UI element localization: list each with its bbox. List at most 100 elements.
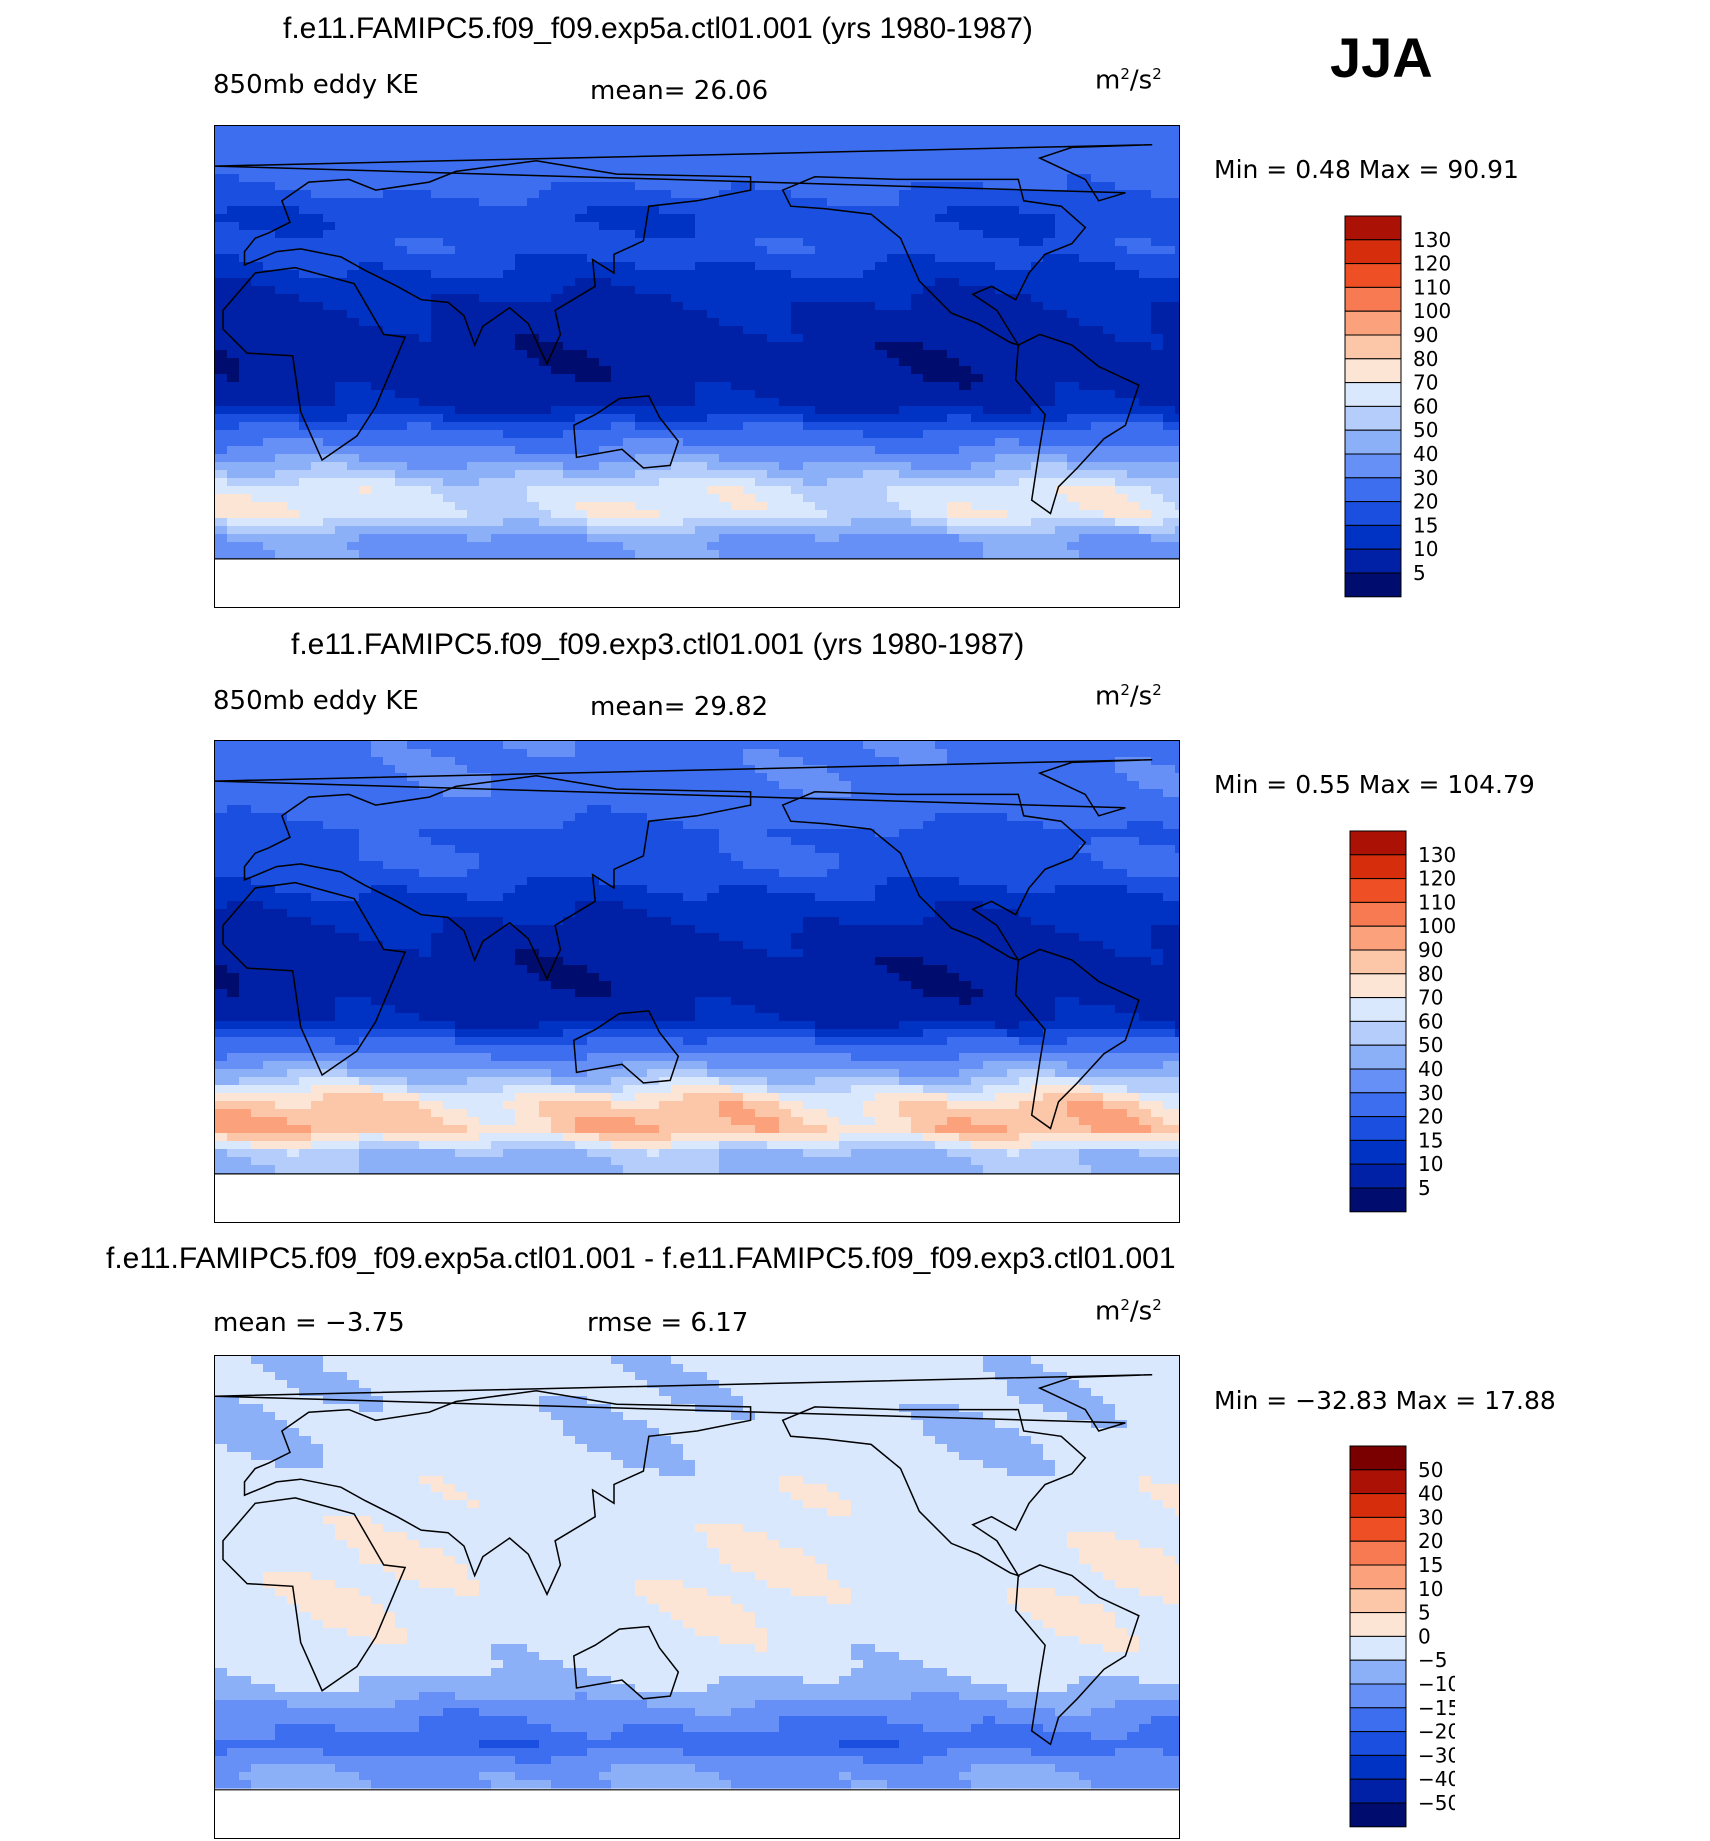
map-1-cell: [887, 462, 900, 471]
map-1-cell: [323, 278, 336, 287]
map-1-cell: [467, 350, 480, 359]
map-1-cell: [815, 326, 828, 335]
map-1-cell: [575, 286, 588, 295]
map-1-cell: [851, 510, 864, 519]
map-2-cell: [395, 757, 408, 766]
map-1-cell: [383, 310, 396, 319]
map-1-cell: [467, 390, 480, 399]
map-1-cell: [599, 422, 612, 431]
map-1-cell: [1019, 230, 1032, 239]
map-2-cell: [719, 741, 732, 750]
map-1-cell: [875, 158, 888, 167]
map-1-cell: [1031, 486, 1044, 495]
map-1-cell: [623, 326, 636, 335]
map-1-cell: [563, 270, 576, 279]
map-1-cell: [215, 470, 228, 479]
map-1-cell: [407, 446, 420, 455]
map-1-cell: [335, 550, 348, 559]
map-1-cell: [407, 430, 420, 439]
map-1-cell: [1043, 430, 1056, 439]
map-1-cell: [455, 286, 468, 295]
colorbar-1-swatch: [1344, 405, 1402, 431]
map-1-cell: [695, 366, 708, 375]
map-2-cell: [815, 757, 828, 766]
map-1-cell: [263, 126, 276, 135]
map-1-cell: [719, 230, 732, 239]
map-2-cell: [395, 789, 408, 798]
map-1-cell: [239, 310, 252, 319]
map-1-cell: [791, 278, 804, 287]
map-1-cell: [707, 542, 720, 551]
map-1-cell: [215, 494, 228, 503]
map-1-cell: [311, 382, 324, 391]
map-1-cell: [227, 534, 240, 543]
map-2-cell: [263, 741, 276, 750]
map-1-cell: [839, 134, 852, 143]
map-1-cell: [251, 342, 264, 351]
map-1-cell: [443, 366, 456, 375]
map-2-cell: [323, 781, 336, 790]
map-1-cell: [515, 334, 528, 343]
map-1-cell: [335, 510, 348, 519]
map-2-cell: [935, 781, 948, 790]
map-1-cell: [875, 382, 888, 391]
map-1-cell: [1151, 502, 1164, 511]
map-1-cell: [479, 222, 492, 231]
map-1-cell: [347, 270, 360, 279]
map-1-cell: [215, 350, 228, 359]
map-1-cell: [683, 302, 696, 311]
map-1-cell: [1079, 406, 1092, 415]
map-1-cell: [611, 182, 624, 191]
map-2-cell: [923, 765, 936, 774]
map-1-cell: [347, 278, 360, 287]
map-2-cell: [863, 765, 876, 774]
map-2-cell: [659, 749, 672, 758]
map-1-cell: [371, 486, 384, 495]
map-1-cell: [515, 422, 528, 431]
map-2-cell: [515, 781, 528, 790]
map-2-cell: [647, 757, 660, 766]
map-1-cell: [491, 534, 504, 543]
map-1-cell: [563, 158, 576, 167]
map-1-cell: [623, 334, 636, 343]
map-1-cell: [803, 534, 816, 543]
map-1-cell: [371, 438, 384, 447]
map-1-cell: [443, 126, 456, 135]
map-1-cell: [803, 198, 816, 207]
map-2-cell: [1031, 757, 1044, 766]
map-1-cell: [1079, 302, 1092, 311]
map-1-cell: [707, 446, 720, 455]
map-1-cell: [263, 222, 276, 231]
map-2-cell: [815, 773, 828, 782]
map-1-cell: [1079, 246, 1092, 255]
map-1-cell: [623, 454, 636, 463]
map-2-cell: [923, 773, 936, 782]
map-1-cell: [311, 166, 324, 175]
map-1-cell: [623, 310, 636, 319]
map-1-cell: [383, 294, 396, 303]
map-1-cell: [1019, 150, 1032, 159]
map-1-cell: [1139, 398, 1152, 407]
map-1-cell: [1163, 374, 1176, 383]
map-1-cell: [695, 318, 708, 327]
map-1-cell: [1163, 542, 1176, 551]
map-1-cell: [911, 350, 924, 359]
map-1-cell: [1175, 334, 1179, 343]
map-1-cell: [839, 414, 852, 423]
map-1-cell: [659, 406, 672, 415]
map-2-cell: [635, 781, 648, 790]
map-2-cell: [911, 773, 924, 782]
map-1-cell: [659, 254, 672, 263]
map-1-cell: [1151, 526, 1164, 535]
map-1-cell: [311, 318, 324, 327]
map-2-cell: [947, 781, 960, 790]
map-1-cell: [743, 270, 756, 279]
map-1-cell: [743, 542, 756, 551]
map-1-cell: [779, 414, 792, 423]
map-1-cell: [1079, 254, 1092, 263]
season-label: JJA: [1330, 26, 1433, 89]
map-1-cell: [515, 470, 528, 479]
map-1-cell: [395, 478, 408, 487]
map-1-cell: [767, 158, 780, 167]
map-1-cell: [623, 254, 636, 263]
